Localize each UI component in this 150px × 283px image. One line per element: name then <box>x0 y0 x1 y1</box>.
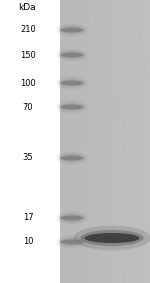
Text: 35: 35 <box>23 153 33 162</box>
Text: 10: 10 <box>23 237 33 246</box>
Ellipse shape <box>57 236 87 248</box>
Text: 150: 150 <box>20 50 36 59</box>
Ellipse shape <box>61 27 83 33</box>
Ellipse shape <box>84 233 140 243</box>
Ellipse shape <box>57 152 87 164</box>
Text: 210: 210 <box>20 25 36 35</box>
Ellipse shape <box>59 79 85 87</box>
Ellipse shape <box>61 104 83 110</box>
Ellipse shape <box>59 214 85 222</box>
Ellipse shape <box>59 103 85 111</box>
Ellipse shape <box>59 238 85 246</box>
Ellipse shape <box>57 24 87 36</box>
Ellipse shape <box>61 155 83 160</box>
Ellipse shape <box>59 154 85 162</box>
Text: 70: 70 <box>23 102 33 112</box>
Text: 17: 17 <box>23 213 33 222</box>
Ellipse shape <box>61 239 83 245</box>
Ellipse shape <box>61 215 83 220</box>
Ellipse shape <box>57 212 87 224</box>
Ellipse shape <box>59 26 85 34</box>
Ellipse shape <box>59 51 85 59</box>
Text: 100: 100 <box>20 78 36 87</box>
Ellipse shape <box>57 49 87 61</box>
Ellipse shape <box>61 53 83 57</box>
Ellipse shape <box>61 80 83 85</box>
Ellipse shape <box>80 230 144 246</box>
Text: kDa: kDa <box>18 3 36 12</box>
Ellipse shape <box>57 101 87 113</box>
Ellipse shape <box>74 226 150 250</box>
Bar <box>60 0 150 283</box>
Ellipse shape <box>57 77 87 89</box>
